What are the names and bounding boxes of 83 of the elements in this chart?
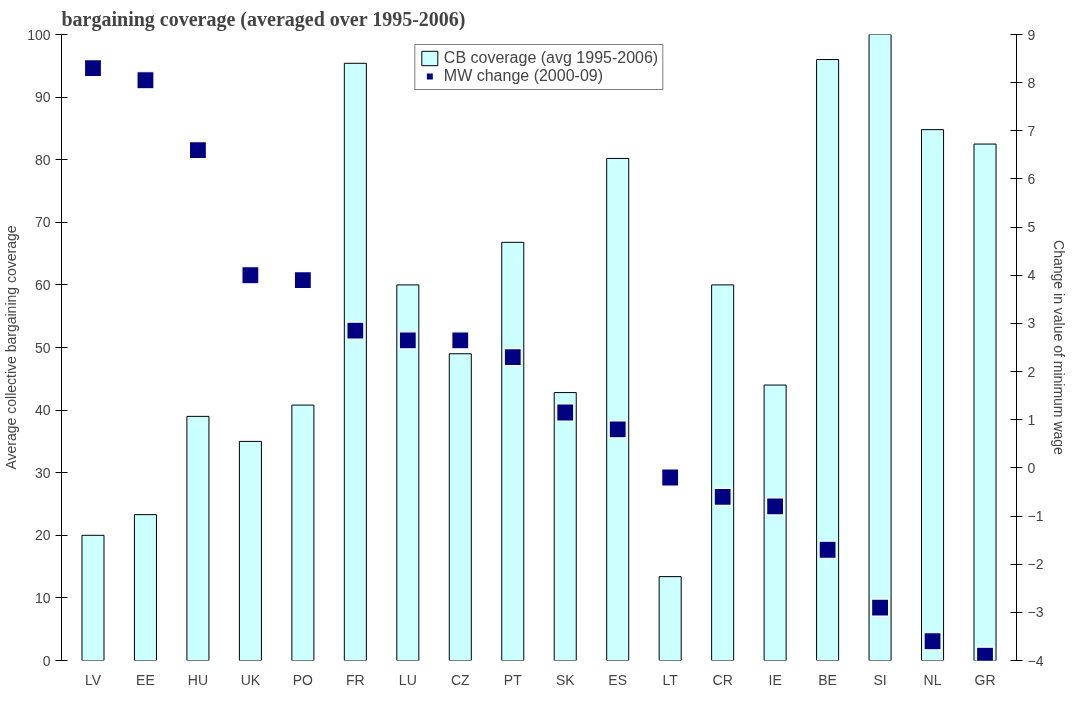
bar — [868, 34, 892, 661]
y2-tick-label: −1 — [1027, 508, 1044, 525]
y-tick-label: 50 — [34, 339, 51, 356]
bar — [501, 241, 525, 661]
point — [503, 348, 522, 367]
y2-tick-label: 9 — [1027, 26, 1036, 43]
x-tick-label: HU — [187, 671, 209, 688]
x-tick-label: BE — [818, 671, 837, 688]
point — [293, 270, 312, 290]
point — [188, 140, 208, 160]
y-tick-label: 40 — [34, 402, 51, 419]
point — [661, 468, 680, 487]
point — [923, 632, 942, 651]
x-tick-label: NL — [923, 671, 942, 688]
y2-tick-label: −2 — [1027, 556, 1044, 573]
y-tick-label: 10 — [34, 589, 51, 606]
point — [608, 420, 627, 439]
y-tick-label: 80 — [34, 151, 51, 168]
point — [136, 71, 155, 90]
x-tick-label: PO — [292, 671, 314, 688]
bar — [448, 353, 472, 661]
y2-tick-label: 0 — [1027, 459, 1036, 476]
bar — [291, 404, 315, 661]
x-tick-label: LT — [662, 671, 679, 688]
point — [818, 540, 837, 559]
bar — [606, 157, 630, 661]
y2-tick-label: 7 — [1027, 122, 1036, 139]
point — [83, 59, 103, 78]
y-tick-label: 0 — [42, 652, 51, 669]
point — [346, 321, 365, 340]
y-tick-label: 60 — [34, 276, 51, 293]
x-tick-label: ES — [608, 671, 628, 688]
bar — [973, 143, 997, 661]
bar — [133, 514, 157, 661]
point — [713, 487, 732, 506]
y2-axis-title: Change in value of minimum wage — [1051, 240, 1068, 456]
chart-title: bargaining coverage (averaged over 1995-2006) — [61, 7, 466, 31]
x-tick-label: SK — [555, 671, 576, 688]
y2-tick-label: 8 — [1027, 74, 1036, 91]
x-tick-label: UK — [240, 671, 261, 688]
bar — [763, 384, 787, 661]
x-tick-label: LV — [84, 671, 102, 688]
y2-tick-label: 1 — [1027, 411, 1036, 428]
x-tick-label: GR — [974, 671, 996, 688]
point — [241, 266, 260, 285]
y2-tick-label: 5 — [1027, 219, 1036, 236]
point — [451, 331, 470, 350]
bar — [81, 534, 105, 661]
x-tick-label: IE — [768, 671, 782, 688]
y-tick-label: 100 — [27, 26, 51, 43]
bar — [553, 392, 577, 661]
x-tick-label: PT — [503, 671, 523, 688]
bar — [921, 129, 945, 661]
y-tick-label: 70 — [34, 214, 51, 231]
x-tick-label: FR — [346, 671, 365, 688]
x-tick-label: SI — [873, 671, 887, 688]
point — [766, 497, 785, 516]
bar — [711, 284, 735, 661]
bar — [238, 440, 262, 661]
point — [398, 331, 417, 350]
y-tick-label: 90 — [34, 89, 51, 106]
legend-label: CB coverage (avg 1995-2006) — [443, 49, 659, 67]
legend-label: MW change (2000-09) — [443, 67, 604, 85]
y2-tick-label: −3 — [1027, 604, 1044, 621]
point — [556, 403, 575, 422]
point — [870, 598, 890, 617]
x-tick-label: CZ — [450, 671, 471, 688]
y-tick-label: 20 — [34, 527, 51, 544]
bar — [816, 59, 840, 661]
bar — [343, 62, 367, 661]
y2-tick-label: 4 — [1027, 267, 1036, 284]
bar — [186, 415, 210, 661]
bar — [658, 576, 682, 661]
x-tick-label: EE — [136, 671, 155, 688]
y2-tick-label: −4 — [1027, 652, 1044, 669]
y-axis-title: Average collective bargaining coverage — [3, 225, 20, 470]
y2-tick-label: 2 — [1027, 363, 1036, 380]
y-tick-label: 30 — [34, 464, 51, 481]
y2-tick-label: 6 — [1027, 170, 1036, 187]
x-tick-label: LU — [398, 671, 417, 688]
bar — [396, 284, 420, 661]
y2-tick-label: 3 — [1027, 315, 1036, 332]
x-tick-label: CR — [712, 671, 733, 688]
